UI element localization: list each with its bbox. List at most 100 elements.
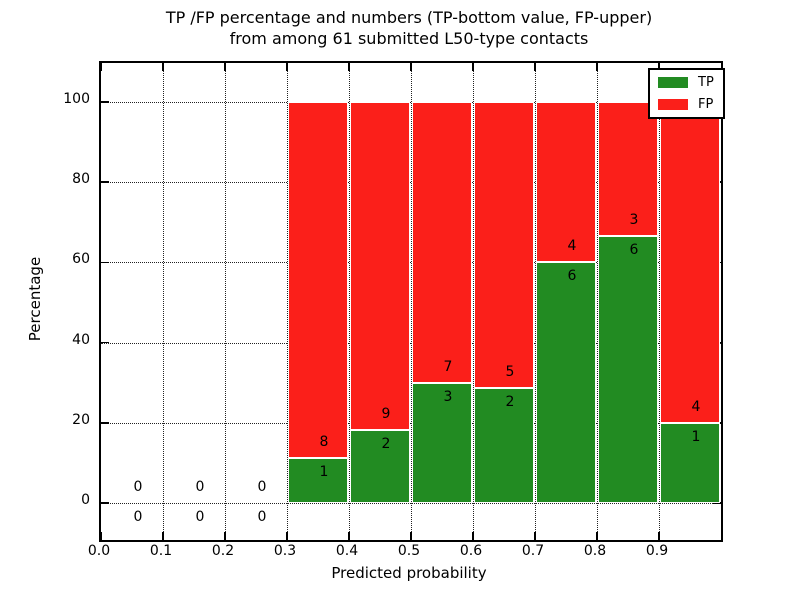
fp-count-label: 0 (195, 479, 205, 495)
x-tick-mark (596, 532, 598, 540)
bar-segment-tp (536, 262, 596, 503)
y-tick-label: 20 (72, 411, 90, 428)
bar-segment-tp (474, 388, 534, 503)
x-tick-mark-top (286, 63, 288, 71)
x-tick-label: 0.3 (273, 543, 297, 559)
bar-segment-tp (350, 430, 410, 503)
tp-count-label: 0 (133, 509, 143, 525)
bar-segment-fp (598, 102, 658, 236)
bar-segment-fp (350, 102, 410, 431)
bar-segment-fp (660, 102, 720, 423)
y-axis-label: Percentage (26, 256, 44, 342)
x-tick-mark-top (410, 63, 412, 71)
tp-count-label: 6 (567, 268, 577, 285)
bar-segment-tp (412, 382, 472, 503)
legend-label-fp: FP (698, 97, 714, 112)
gridline-vertical (411, 63, 412, 540)
gridline-horizontal (101, 422, 721, 424)
gridline-vertical (659, 63, 660, 540)
fp-count-label: 4 (567, 238, 577, 255)
x-tick-mark (472, 532, 474, 540)
x-tick-mark-top (658, 63, 660, 71)
x-tick-mark (286, 532, 288, 540)
bar-segment-tp (288, 458, 348, 503)
x-axis-label: Predicted probability (331, 564, 487, 582)
x-tick-label: 0.9 (645, 543, 669, 559)
bar-segment-fp (288, 102, 348, 459)
bar-segment-fp (536, 102, 596, 263)
x-tick-label: 0.4 (335, 543, 359, 559)
gridline-vertical (535, 63, 536, 540)
gridline-horizontal (101, 102, 721, 103)
tp-count-label: 0 (257, 509, 267, 525)
x-tick-mark-top (596, 63, 598, 71)
y-tick-label: 0 (81, 492, 90, 508)
gridline-vertical (225, 63, 226, 540)
x-tick-label: 0.8 (583, 543, 607, 559)
fp-count-label: 3 (629, 211, 639, 228)
x-tick-label: 0.7 (521, 543, 545, 559)
y-tick-label: 80 (72, 171, 90, 188)
y-tick-label: 100 (63, 91, 90, 107)
fp-count-label: 4 (691, 398, 701, 415)
x-tick-mark-top (100, 63, 102, 71)
x-tick-mark (162, 532, 164, 540)
y-tick-mark (101, 422, 109, 424)
y-tick-mark (101, 502, 109, 504)
gridline-vertical (287, 63, 288, 540)
chart-title: TP /FP percentage and numbers (TP-bottom… (99, 7, 719, 49)
x-tick-mark (658, 532, 660, 540)
legend-label-tp: TP (698, 75, 714, 90)
tp-count-label: 1 (319, 464, 329, 481)
gridline-vertical (349, 63, 350, 540)
y-tick-mark-right (713, 502, 721, 504)
x-tick-mark (534, 532, 536, 540)
x-tick-label: 0.6 (459, 543, 483, 559)
fp-count-label: 0 (133, 479, 143, 495)
x-tick-label: 0.0 (87, 543, 111, 559)
y-tick-mark (101, 181, 109, 183)
gridline-vertical (473, 63, 474, 540)
tp-count-label: 1 (691, 428, 701, 445)
fp-count-label: 7 (443, 358, 453, 375)
legend-swatch-tp (658, 77, 688, 88)
fp-count-label: 9 (381, 406, 391, 423)
x-tick-mark (410, 532, 412, 540)
fp-count-label: 0 (257, 479, 267, 495)
legend-entry-fp: FP (658, 98, 714, 111)
tp-count-label: 6 (629, 241, 639, 258)
x-tick-mark-top (534, 63, 536, 71)
fp-count-label: 5 (505, 364, 515, 381)
legend-entry-tp: TP (658, 76, 714, 89)
legend: TP FP (648, 68, 725, 119)
x-tick-mark (100, 532, 102, 540)
gridline-horizontal (101, 342, 721, 344)
tp-count-label: 2 (381, 436, 391, 453)
y-tick-mark (101, 341, 109, 344)
x-tick-mark (348, 532, 350, 540)
chart-title-line1: TP /FP percentage and numbers (TP-bottom… (165, 8, 653, 27)
x-tick-label: 0.5 (397, 543, 421, 559)
x-tick-mark-top (348, 63, 350, 71)
x-tick-mark (224, 532, 226, 540)
y-tick-mark (101, 261, 109, 264)
bar-segment-tp (660, 422, 720, 503)
x-tick-mark-top (162, 63, 164, 71)
gridline-horizontal (101, 262, 721, 264)
x-tick-label: 0.2 (211, 543, 235, 559)
y-tick-label: 40 (72, 331, 90, 348)
bar-segment-tp (598, 235, 658, 503)
y-tick-label: 60 (72, 251, 90, 268)
x-tick-label: 0.1 (149, 543, 173, 559)
plot-area: TP FP 0 0 0 0 0 0 8 1 9 2 7 3 5 2 4 6 3 6 4 1 (99, 61, 725, 542)
legend-swatch-fp (658, 99, 688, 110)
y-tick-mark (101, 101, 109, 103)
x-tick-mark-top (472, 63, 474, 71)
gridline-vertical (597, 63, 598, 540)
gridline-vertical (163, 63, 164, 540)
bar-segment-fp (474, 102, 534, 389)
tp-count-label: 3 (443, 388, 453, 405)
x-tick-mark-top (224, 63, 226, 71)
gridline-horizontal (101, 503, 721, 504)
